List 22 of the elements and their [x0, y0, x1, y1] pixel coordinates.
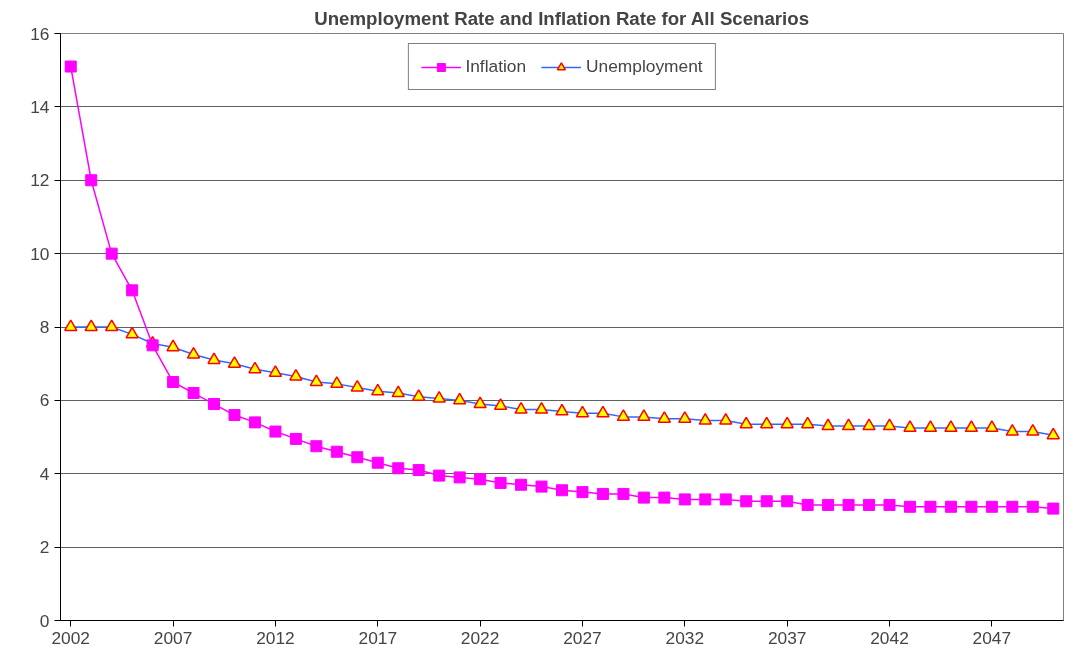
- chart-title: Unemployment Rate and Inflation Rate for All Scenarios: [314, 7, 810, 29]
- legend-label: Unemployment: [586, 56, 703, 77]
- x-tick-label: 2047: [972, 627, 1012, 648]
- y-tick-label: 10: [30, 243, 50, 264]
- x-tick-label: 2037: [767, 627, 807, 648]
- y-tick-label: 4: [39, 463, 50, 484]
- y-tick-label: 8: [39, 317, 50, 337]
- x-tick-label: 2012: [256, 627, 295, 648]
- x-tick-label: 2027: [563, 627, 602, 648]
- y-tick-label: 2: [39, 537, 50, 558]
- x-tick-label: 2017: [358, 627, 398, 648]
- x-tick-label: 2032: [665, 627, 705, 648]
- x-tick-label: 2022: [460, 627, 500, 648]
- y-tick-label: 14: [30, 96, 50, 117]
- x-tick-label: 2002: [51, 627, 91, 648]
- y-tick-label: 0: [39, 610, 50, 631]
- y-tick-label: 6: [39, 390, 50, 411]
- legend-label: Inflation: [465, 56, 527, 77]
- x-tick-label: 2007: [153, 627, 193, 648]
- y-tick-label: 12: [30, 170, 50, 191]
- y-tick-label: 16: [30, 23, 50, 44]
- x-tick-label: 2042: [870, 627, 909, 648]
